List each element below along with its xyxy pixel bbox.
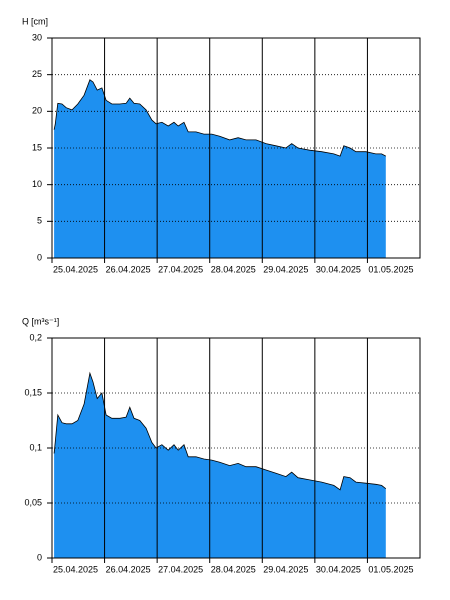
y-tick-label: 15 xyxy=(32,142,42,152)
y-tick-label: 0,15 xyxy=(24,387,42,397)
x-tick-label: 30.04.2025 xyxy=(316,264,361,274)
x-tick-label: 29.04.2025 xyxy=(263,264,308,274)
y-axis-label: H [cm] xyxy=(22,16,48,26)
y-tick-label: 30 xyxy=(32,32,42,42)
x-tick-label: 25.04.2025 xyxy=(53,264,98,274)
area-outline xyxy=(53,79,386,157)
x-tick-label: 26.04.2025 xyxy=(106,564,151,574)
area-outline xyxy=(53,371,387,491)
x-tick-label: 28.04.2025 xyxy=(211,564,256,574)
y-tick-label: 0,05 xyxy=(24,497,42,507)
x-tick-label: 26.04.2025 xyxy=(106,264,151,274)
y-tick-label: 0,1 xyxy=(29,442,42,452)
x-tick-label: 01.05.2025 xyxy=(368,564,413,574)
area xyxy=(54,79,386,258)
plot-frame xyxy=(51,37,421,259)
y-tick-label: 0,2 xyxy=(29,332,42,342)
x-tick-label: 25.04.2025 xyxy=(53,564,98,574)
x-tick-label: 01.05.2025 xyxy=(368,264,413,274)
y-tick-label: 10 xyxy=(32,179,42,189)
area xyxy=(54,373,386,558)
x-tick-label: 30.04.2025 xyxy=(316,564,361,574)
y-tick-label: 20 xyxy=(32,106,42,116)
x-tick-label: 27.04.2025 xyxy=(158,564,203,574)
y-axis-label: Q [m³s⁻¹] xyxy=(22,316,59,326)
x-tick-label: 29.04.2025 xyxy=(263,564,308,574)
x-tick-label: 27.04.2025 xyxy=(158,264,203,274)
x-tick-label: 28.04.2025 xyxy=(211,264,256,274)
plot-frame xyxy=(51,337,421,559)
y-tick-label: 5 xyxy=(37,216,42,226)
y-tick-label: 25 xyxy=(32,69,42,79)
y-tick-label: 0 xyxy=(37,552,42,562)
y-tick-label: 0 xyxy=(37,252,42,262)
